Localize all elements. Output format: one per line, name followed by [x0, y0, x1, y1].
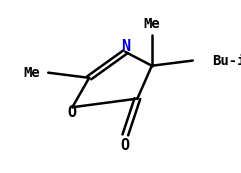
Text: O: O: [68, 105, 77, 120]
Text: O: O: [121, 138, 130, 153]
Text: N: N: [121, 39, 130, 54]
Text: Bu-i: Bu-i: [212, 54, 241, 67]
Text: Me: Me: [143, 17, 160, 31]
Text: Me: Me: [23, 66, 40, 80]
